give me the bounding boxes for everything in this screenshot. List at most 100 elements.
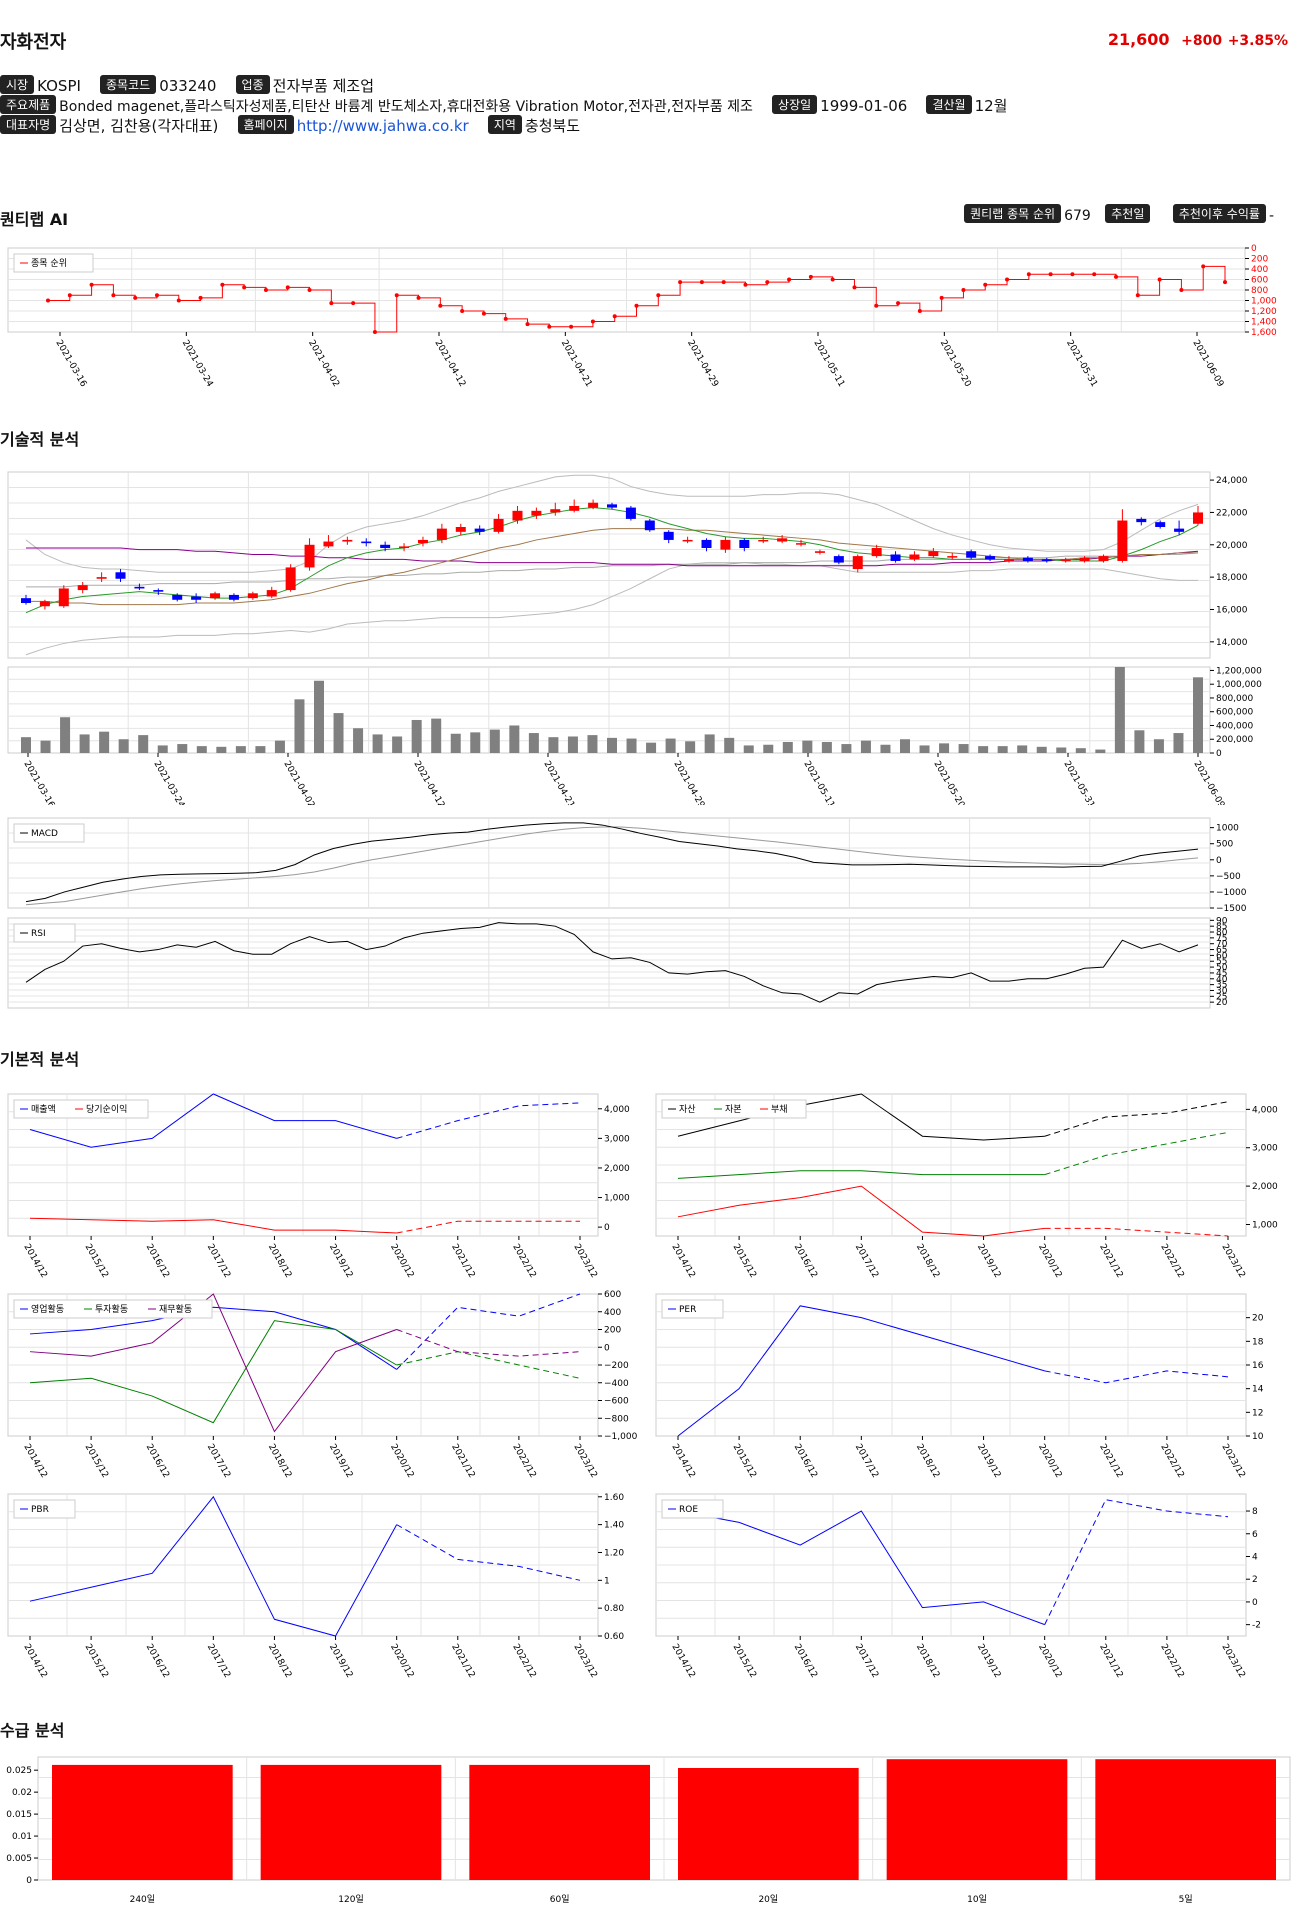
y-tick-label: 1000 bbox=[1216, 824, 1239, 834]
rank-point bbox=[372, 330, 377, 334]
x-tick-label: 2014/12 bbox=[21, 1243, 48, 1280]
volume-bar bbox=[626, 738, 637, 753]
y-tick-label: 60 bbox=[1216, 951, 1228, 961]
y-tick-label: 0 bbox=[1216, 749, 1222, 759]
y-tick-label: 6 bbox=[1252, 1530, 1258, 1540]
volume-bar bbox=[528, 733, 539, 753]
rank-point bbox=[1026, 272, 1031, 277]
y-tick-label: 22,000 bbox=[1216, 508, 1248, 518]
roe-chart: -2 0 2 4 6 8 ROE 2014/12 2015/12 2016/12 2017/12 20… bbox=[655, 1493, 1261, 1680]
legend: 영업활동 투자활동 재무활동 bbox=[13, 1299, 213, 1319]
legend: PER bbox=[661, 1299, 724, 1319]
x-tick-label: 2018/12 bbox=[914, 1643, 941, 1680]
y-tick-label: 400 bbox=[1251, 265, 1268, 275]
volume-bar bbox=[450, 733, 461, 753]
y-tick-label: 2,000 bbox=[1252, 1182, 1278, 1192]
legend-label: PER bbox=[679, 1305, 696, 1315]
legend: PBR bbox=[13, 1499, 76, 1519]
rank-point bbox=[874, 303, 879, 308]
legend-label: 재무활동 bbox=[159, 1303, 192, 1315]
volume-bar bbox=[118, 739, 129, 753]
candle-body bbox=[247, 593, 258, 599]
y-tick-label: 600 bbox=[1251, 276, 1268, 286]
rank-point bbox=[830, 277, 835, 282]
x-tick-label: 2021-03-16 bbox=[21, 760, 56, 806]
candle-body bbox=[1041, 559, 1052, 561]
rank-point bbox=[678, 280, 683, 285]
return-value: - bbox=[1268, 208, 1274, 224]
x-tick-label: 2016/12 bbox=[792, 1243, 819, 1280]
x-tick-label: 2016/12 bbox=[144, 1443, 171, 1480]
candle-body bbox=[1136, 518, 1147, 523]
rank-point bbox=[1005, 277, 1010, 282]
x-tick-label: 2023/12 bbox=[571, 1443, 598, 1480]
rank-line bbox=[48, 265, 1226, 333]
supply-bar bbox=[52, 1764, 233, 1880]
x-tick-label: 2019/12 bbox=[975, 1243, 1002, 1280]
x-tick-label: 2023/12 bbox=[1219, 1243, 1246, 1280]
y-tick-label: 14 bbox=[1252, 1385, 1264, 1395]
y-tick-label: 85 bbox=[1216, 922, 1227, 932]
y-tick-label: -2 bbox=[1252, 1621, 1261, 1631]
series-forecast-line bbox=[396, 1524, 581, 1581]
sector-value: 전자부품 제조업 bbox=[272, 77, 375, 95]
y-tick-label: 200,000 bbox=[1216, 735, 1253, 745]
pbr-chart: 0.60 0.80 1 1.20 1.40 1.60 PBR 2014/12 2015/12 20… bbox=[7, 1493, 624, 1680]
legend-label: 투자활동 bbox=[95, 1303, 128, 1315]
homepage-link[interactable]: http://www.jahwa.co.kr bbox=[296, 117, 469, 135]
volume-bar bbox=[411, 719, 422, 753]
x-tick-label: 2022/12 bbox=[510, 1643, 537, 1680]
x-tick-label: 2021-04-29 bbox=[685, 339, 720, 390]
series-forecast-line bbox=[1044, 1101, 1229, 1137]
y-tick-label: 0.60 bbox=[604, 1632, 624, 1642]
x-tick-label: 2014/12 bbox=[669, 1643, 696, 1680]
x-tick-label: 2020/12 bbox=[1036, 1243, 1063, 1280]
y-tick-label: −200 bbox=[604, 1361, 629, 1371]
candlestick-chart: 14,000 16,000 18,000 20,000 22,000 24,000 bbox=[7, 471, 1248, 659]
legend: 매출액 당기순이익 bbox=[13, 1099, 149, 1119]
x-tick-label: 2018/12 bbox=[914, 1443, 941, 1480]
volume-bar bbox=[802, 740, 813, 753]
y-tick-label: 1,000,000 bbox=[1216, 680, 1262, 690]
volume-bar bbox=[724, 737, 735, 753]
series-forecast-line bbox=[1044, 1131, 1229, 1176]
volume-bar bbox=[763, 744, 774, 753]
rank-point bbox=[307, 288, 312, 292]
candle-body bbox=[1003, 559, 1014, 561]
y-tick-label: 400,000 bbox=[1216, 721, 1253, 731]
candle-body bbox=[739, 539, 750, 549]
y-tick-label: 16 bbox=[1252, 1361, 1264, 1371]
x-tick-label: 2015/12 bbox=[83, 1443, 110, 1480]
legend-label: 자산 bbox=[679, 1104, 696, 1115]
rank-point bbox=[634, 303, 639, 308]
candle-body bbox=[814, 551, 825, 553]
volume-bar bbox=[177, 744, 188, 753]
y-tick-label: 500 bbox=[1216, 840, 1233, 850]
candle-body bbox=[1155, 522, 1166, 527]
volume-bar bbox=[372, 734, 383, 753]
y-tick-label: 80 bbox=[1216, 928, 1228, 938]
x-tick-label: 2018/12 bbox=[266, 1443, 293, 1480]
volume-bar bbox=[314, 680, 324, 753]
volume-bar bbox=[900, 739, 910, 753]
volume-bar bbox=[21, 737, 31, 753]
candle-body bbox=[58, 588, 69, 607]
x-tick-label: 2018/12 bbox=[266, 1643, 293, 1680]
x-tick-label: 2019/12 bbox=[975, 1443, 1002, 1480]
y-tick-label: −600 bbox=[604, 1397, 629, 1407]
rank-point bbox=[111, 293, 116, 298]
y-tick-label: 1,000 bbox=[1251, 297, 1277, 307]
candle-body bbox=[285, 567, 296, 591]
y-tick-label: 4 bbox=[1252, 1552, 1258, 1562]
volume-bar bbox=[939, 743, 950, 753]
x-tick-label: 2023/12 bbox=[571, 1243, 598, 1280]
legend-box bbox=[661, 1099, 807, 1119]
x-tick-label: 2015/12 bbox=[83, 1643, 110, 1680]
products-value: Bonded magenet,플라스틱자성제품,티탄산 바륨계 반도체소자,휴대… bbox=[59, 99, 753, 115]
x-tick-label: 2023/12 bbox=[571, 1643, 598, 1680]
x-tick-label: 2021/12 bbox=[449, 1643, 476, 1680]
x-tick-label: 2014/12 bbox=[669, 1243, 696, 1280]
y-tick-label: 800 bbox=[1251, 286, 1268, 296]
volume-bar bbox=[470, 732, 481, 753]
x-tick-label: 2021-06-09 bbox=[1191, 760, 1226, 806]
